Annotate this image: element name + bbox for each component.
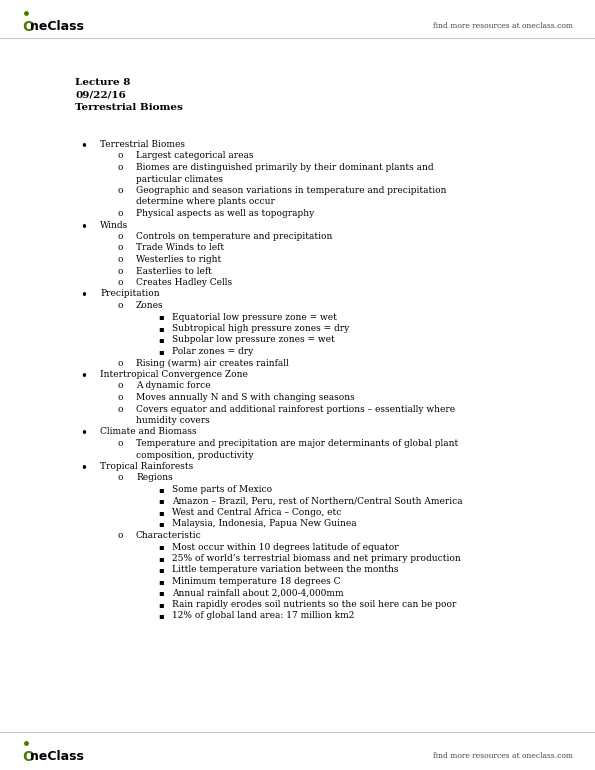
Text: Amazon – Brazil, Peru, rest of Northern/Central South America: Amazon – Brazil, Peru, rest of Northern/… — [172, 497, 463, 505]
Text: Intertropical Convergence Zone: Intertropical Convergence Zone — [100, 370, 248, 379]
Text: ▪: ▪ — [158, 554, 164, 563]
Text: ▪: ▪ — [158, 347, 164, 356]
Text: o: o — [118, 301, 124, 310]
Text: Easterlies to left: Easterlies to left — [136, 266, 212, 276]
Text: ▪: ▪ — [158, 497, 164, 505]
Text: Little temperature variation between the months: Little temperature variation between the… — [172, 565, 399, 574]
Text: Biomes are distinguished primarily by their dominant plants and: Biomes are distinguished primarily by th… — [136, 163, 434, 172]
Text: find more resources at oneclass.com: find more resources at oneclass.com — [433, 752, 573, 760]
Text: o: o — [118, 266, 124, 276]
Text: O: O — [22, 20, 34, 34]
Text: ▪: ▪ — [158, 508, 164, 517]
Text: •: • — [80, 140, 87, 153]
Text: o: o — [118, 278, 124, 287]
Text: Subtropical high pressure zones = dry: Subtropical high pressure zones = dry — [172, 324, 349, 333]
Text: Geographic and season variations in temperature and precipitation: Geographic and season variations in temp… — [136, 186, 446, 195]
Text: •: • — [80, 370, 87, 383]
Text: Moves annually N and S with changing seasons: Moves annually N and S with changing sea… — [136, 393, 355, 402]
Text: humidity covers: humidity covers — [136, 416, 210, 425]
Text: find more resources at oneclass.com: find more resources at oneclass.com — [433, 22, 573, 30]
Text: Tropical Rainforests: Tropical Rainforests — [100, 462, 193, 471]
Text: ▪: ▪ — [158, 520, 164, 528]
Text: ▪: ▪ — [158, 588, 164, 598]
Text: o: o — [118, 531, 124, 540]
Text: o: o — [118, 255, 124, 264]
Text: O: O — [22, 750, 34, 764]
Text: Polar zones = dry: Polar zones = dry — [172, 347, 253, 356]
Text: Temperature and precipitation are major determinants of global plant: Temperature and precipitation are major … — [136, 439, 458, 448]
Text: Zones: Zones — [136, 301, 164, 310]
Text: Largest categorical areas: Largest categorical areas — [136, 152, 253, 160]
Text: o: o — [118, 439, 124, 448]
Text: ▪: ▪ — [158, 577, 164, 586]
Text: determine where plants occur: determine where plants occur — [136, 197, 275, 206]
Text: Characteristic: Characteristic — [136, 531, 202, 540]
Text: Lecture 8: Lecture 8 — [75, 78, 130, 87]
Text: Trade Winds to left: Trade Winds to left — [136, 243, 224, 253]
Text: ▪: ▪ — [158, 336, 164, 344]
Text: Most occur within 10 degrees latitude of equator: Most occur within 10 degrees latitude of… — [172, 543, 399, 551]
Text: Controls on temperature and precipitation: Controls on temperature and precipitatio… — [136, 232, 333, 241]
Text: Rising (warm) air creates rainfall: Rising (warm) air creates rainfall — [136, 359, 289, 367]
Text: o: o — [118, 474, 124, 483]
Text: Terrestrial Biomes: Terrestrial Biomes — [75, 103, 183, 112]
Text: ▪: ▪ — [158, 543, 164, 551]
Text: 12% of global land area: 17 million km2: 12% of global land area: 17 million km2 — [172, 611, 355, 621]
Text: Covers equator and additional rainforest portions – essentially where: Covers equator and additional rainforest… — [136, 404, 455, 413]
Text: Malaysia, Indonesia, Papua New Guinea: Malaysia, Indonesia, Papua New Guinea — [172, 520, 356, 528]
Text: ▪: ▪ — [158, 485, 164, 494]
Text: Winds: Winds — [100, 220, 129, 229]
Text: o: o — [118, 209, 124, 218]
Text: o: o — [118, 393, 124, 402]
Text: Westerlies to right: Westerlies to right — [136, 255, 221, 264]
Text: Precipitation: Precipitation — [100, 290, 159, 299]
Text: Equatorial low pressure zone = wet: Equatorial low pressure zone = wet — [172, 313, 337, 322]
Text: o: o — [118, 163, 124, 172]
Text: A dynamic force: A dynamic force — [136, 381, 211, 390]
Text: Terrestrial Biomes: Terrestrial Biomes — [100, 140, 185, 149]
Text: ▪: ▪ — [158, 313, 164, 322]
Text: Climate and Biomass: Climate and Biomass — [100, 427, 196, 437]
Text: o: o — [118, 359, 124, 367]
Text: neClass: neClass — [30, 750, 84, 763]
Text: ▪: ▪ — [158, 600, 164, 609]
Text: Regions: Regions — [136, 474, 173, 483]
Text: o: o — [118, 232, 124, 241]
Text: Minimum temperature 18 degrees C: Minimum temperature 18 degrees C — [172, 577, 340, 586]
Text: composition, productivity: composition, productivity — [136, 450, 253, 460]
Text: •: • — [80, 220, 87, 233]
Text: ▪: ▪ — [158, 611, 164, 621]
Text: particular climates: particular climates — [136, 175, 223, 183]
Text: ▪: ▪ — [158, 324, 164, 333]
Text: o: o — [118, 186, 124, 195]
Text: ▪: ▪ — [158, 565, 164, 574]
Text: •: • — [80, 427, 87, 440]
Text: o: o — [118, 404, 124, 413]
Text: Creates Hadley Cells: Creates Hadley Cells — [136, 278, 232, 287]
Text: neClass: neClass — [30, 20, 84, 33]
Text: West and Central Africa – Congo, etc: West and Central Africa – Congo, etc — [172, 508, 342, 517]
Text: •: • — [80, 290, 87, 303]
Text: Some parts of Mexico: Some parts of Mexico — [172, 485, 272, 494]
Text: •: • — [80, 462, 87, 475]
Text: o: o — [118, 381, 124, 390]
Text: o: o — [118, 152, 124, 160]
Text: o: o — [118, 243, 124, 253]
Text: 25% of world’s terrestrial biomass and net primary production: 25% of world’s terrestrial biomass and n… — [172, 554, 461, 563]
Text: 09/22/16: 09/22/16 — [75, 91, 126, 99]
Text: Rain rapidly erodes soil nutrients so the soil here can be poor: Rain rapidly erodes soil nutrients so th… — [172, 600, 456, 609]
Text: Physical aspects as well as topography: Physical aspects as well as topography — [136, 209, 314, 218]
Text: Subpolar low pressure zones = wet: Subpolar low pressure zones = wet — [172, 336, 335, 344]
Text: Annual rainfall about 2,000-4,000mm: Annual rainfall about 2,000-4,000mm — [172, 588, 344, 598]
